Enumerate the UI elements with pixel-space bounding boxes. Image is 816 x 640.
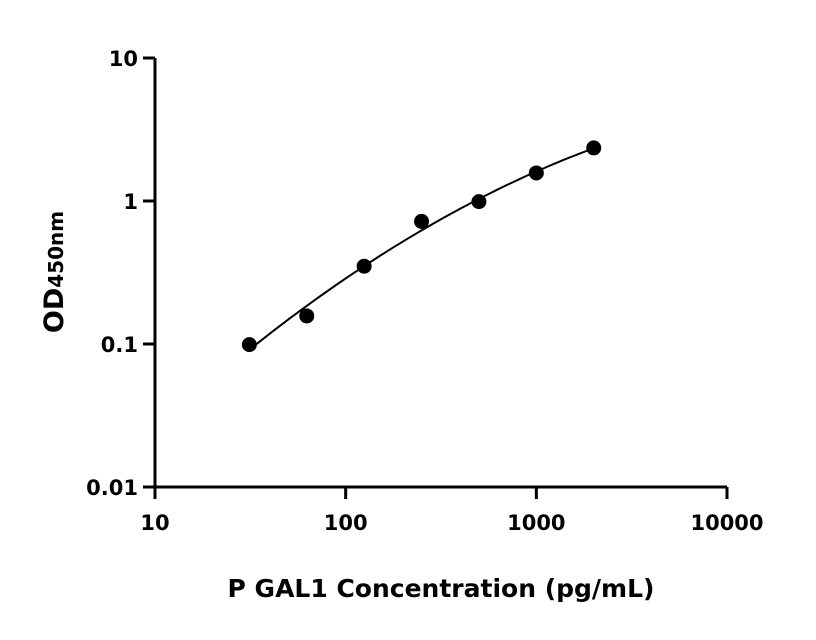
- y-tick-label: 1: [123, 190, 138, 214]
- y-tick-label: 0.1: [101, 333, 138, 357]
- data-point: [586, 140, 602, 156]
- data-points: [241, 140, 602, 353]
- x-tick-label: 100: [324, 511, 368, 535]
- data-point: [528, 165, 544, 181]
- y-tick-label: 10: [109, 47, 138, 71]
- axes: [143, 56, 729, 499]
- data-point: [414, 213, 430, 229]
- x-axis-label: P GAL1 Concentration (pg/mL): [228, 574, 655, 603]
- x-tick-label: 10000: [690, 511, 763, 535]
- y-tick-label: 0.01: [86, 476, 138, 500]
- y-axis-label-sub: 450nm: [44, 211, 68, 288]
- data-point: [241, 337, 257, 353]
- x-tick-label: 1000: [507, 511, 565, 535]
- x-tick-label: 10: [140, 511, 169, 535]
- data-point: [299, 308, 315, 324]
- y-axis-label-main: OD: [39, 288, 70, 333]
- data-point: [356, 258, 372, 274]
- tick-labels: 10 100 1000 10000 0.01 0.1 1 10: [86, 47, 763, 535]
- y-axis-label: OD450nm: [39, 211, 70, 333]
- data-point: [471, 194, 487, 210]
